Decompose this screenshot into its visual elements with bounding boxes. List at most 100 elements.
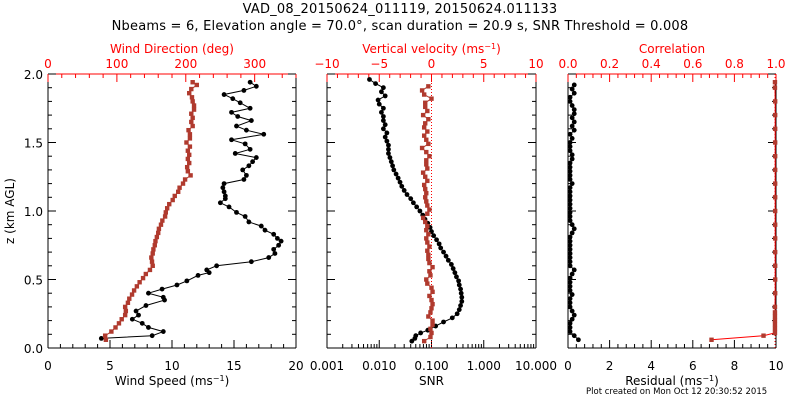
data-point xyxy=(567,296,573,302)
chart-title: VAD_08_20150624_011119, 20150624.011133 xyxy=(242,2,558,17)
x-tick-label: 0.100 xyxy=(414,359,448,373)
data-point xyxy=(569,292,575,297)
y-tick-label: 0.0 xyxy=(24,342,43,356)
data-point xyxy=(571,267,577,273)
series-line-correlation xyxy=(711,82,776,341)
data-point xyxy=(242,214,248,219)
data-point xyxy=(450,266,456,271)
data-point xyxy=(423,121,428,126)
data-point xyxy=(427,269,432,274)
top-x-tick-label: 0.2 xyxy=(600,57,619,71)
data-point xyxy=(772,263,778,268)
data-point xyxy=(393,171,399,177)
data-point xyxy=(390,163,395,169)
data-point xyxy=(185,148,191,153)
data-point xyxy=(438,245,444,251)
data-point xyxy=(567,144,573,150)
data-point xyxy=(122,312,128,318)
data-point xyxy=(221,92,227,97)
data-point xyxy=(204,267,210,273)
data-point xyxy=(176,189,181,195)
data-point xyxy=(384,138,390,144)
panel-residual xyxy=(567,73,778,349)
data-point xyxy=(452,270,458,276)
data-point xyxy=(423,174,428,179)
data-point xyxy=(420,170,426,175)
data-point xyxy=(567,148,573,154)
data-point xyxy=(567,218,573,223)
panel-wind xyxy=(47,73,297,349)
data-point xyxy=(425,108,430,114)
data-point xyxy=(187,144,193,149)
top-x-tick-label: 0.6 xyxy=(683,57,702,71)
data-point xyxy=(772,222,778,227)
top-x-axis-label: Wind Direction (deg) xyxy=(110,42,234,56)
data-point xyxy=(571,127,577,133)
data-point xyxy=(424,137,429,142)
data-point xyxy=(426,252,431,258)
data-point xyxy=(426,256,431,262)
data-point xyxy=(443,253,449,259)
data-point xyxy=(103,337,109,342)
data-point xyxy=(401,188,407,193)
data-point xyxy=(424,149,429,155)
data-point xyxy=(399,183,405,189)
data-point xyxy=(569,308,575,314)
data-point xyxy=(567,325,573,330)
data-point xyxy=(153,238,158,244)
data-point xyxy=(241,88,247,93)
data-point xyxy=(379,109,384,115)
data-point xyxy=(423,186,428,192)
data-point xyxy=(456,307,462,313)
data-point xyxy=(569,103,575,108)
data-point xyxy=(567,185,573,191)
data-point xyxy=(567,177,573,182)
data-point xyxy=(229,137,234,143)
data-point xyxy=(184,278,190,284)
data-point xyxy=(137,280,142,285)
data-point xyxy=(230,96,236,102)
x-tick-label: 4 xyxy=(647,359,655,373)
data-point xyxy=(567,131,573,137)
data-point xyxy=(384,130,390,136)
data-point xyxy=(426,84,431,89)
data-point xyxy=(425,223,430,229)
x-tick-label: 1.000 xyxy=(467,359,501,373)
data-point xyxy=(376,101,382,107)
data-point xyxy=(158,222,164,227)
data-point xyxy=(102,333,108,338)
data-point xyxy=(143,271,149,277)
data-point xyxy=(159,286,165,292)
top-x-tick-label: −10 xyxy=(314,57,339,71)
data-point xyxy=(569,123,575,129)
data-point xyxy=(163,210,168,215)
data-point xyxy=(427,154,432,159)
data-point xyxy=(430,301,435,307)
data-point xyxy=(569,115,575,121)
data-point xyxy=(424,162,429,167)
data-point xyxy=(772,310,778,315)
data-point xyxy=(382,122,388,128)
data-point xyxy=(139,320,145,326)
data-point xyxy=(262,227,268,233)
data-point xyxy=(418,330,424,336)
data-point xyxy=(569,86,575,92)
data-point xyxy=(222,193,228,199)
data-point xyxy=(567,242,573,248)
data-point xyxy=(569,181,575,187)
data-point xyxy=(569,222,575,228)
data-point xyxy=(258,223,264,229)
data-point xyxy=(567,320,573,326)
data-point xyxy=(420,215,426,221)
data-point xyxy=(569,152,575,158)
data-point xyxy=(235,114,241,119)
data-point xyxy=(427,207,432,212)
data-point xyxy=(275,236,280,241)
data-point xyxy=(380,85,386,91)
data-point xyxy=(571,82,577,88)
data-point xyxy=(131,288,137,293)
data-point xyxy=(217,200,223,206)
data-point xyxy=(116,321,122,326)
data-point xyxy=(271,246,277,252)
data-point xyxy=(229,109,234,115)
